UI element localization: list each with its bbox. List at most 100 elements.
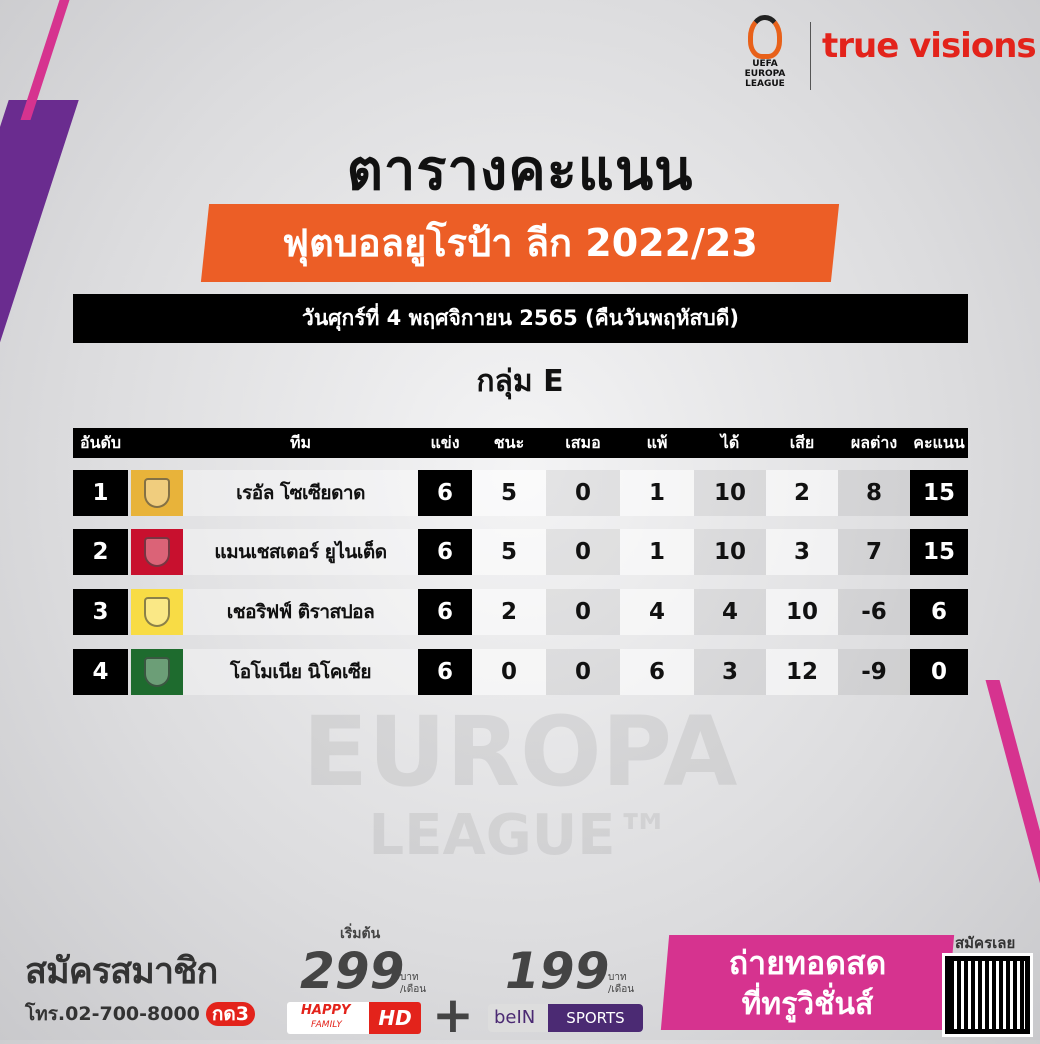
trophy-icon: [748, 15, 782, 59]
europa-league-logo: UEFA EUROPA LEAGUE: [735, 15, 795, 97]
cell-gd: -6: [838, 589, 910, 635]
cell-pts: 15: [910, 470, 968, 516]
crest-shield-icon: [144, 478, 170, 508]
cell-rank: 3: [73, 589, 128, 635]
cell-team: เรอัล โซเซียดาด: [236, 482, 365, 504]
cell-gf: 10: [694, 470, 766, 516]
cell-played: 6: [418, 529, 472, 575]
cell-drawn: 0: [546, 649, 620, 695]
cell-played: 6: [418, 649, 472, 695]
cell-gf: 10: [694, 529, 766, 575]
cell-pts: 0: [910, 649, 968, 695]
cell-won: 2: [472, 589, 546, 635]
cell-drawn: 0: [546, 529, 620, 575]
match-date: วันศุกร์ที่ 4 พฤศจิกายน 2565 (คืนวันพฤหั…: [73, 294, 968, 343]
cell-ga: 10: [766, 589, 838, 635]
team-crest-icon: [131, 529, 183, 575]
qr-code-icon[interactable]: [942, 953, 1033, 1037]
team-crest-icon: [131, 649, 183, 695]
starting-label: เริ่มต้น: [340, 926, 381, 942]
press-badge: กด3: [205, 1002, 255, 1026]
happy-family-hd-logo: HAPPY FAMILY HD: [287, 1002, 421, 1034]
bein-sports-logo: beIN SPORTS: [488, 1004, 643, 1032]
col-pts: คะแนน: [913, 433, 965, 452]
phone-text: โทร.02-700-8000: [25, 1003, 200, 1025]
group-title: กลุ่ม E: [476, 364, 564, 399]
col-rank: อันดับ: [79, 433, 122, 452]
team-cell-bg: [183, 529, 418, 575]
col-gf: ได้: [720, 433, 740, 452]
cell-ga: 3: [766, 529, 838, 575]
cell-team: เชอริฟฟ์ ติราสปอล: [226, 601, 375, 623]
plus-sign: +: [432, 986, 474, 1044]
table-header: อันดับ ทีม แข่ง ชนะ เสมอ แพ้ ได้ เสีย ผล…: [73, 428, 968, 458]
cell-team: แมนเชสเตอร์ ยูไนเต็ด: [214, 541, 387, 563]
cell-gf: 3: [694, 649, 766, 695]
cell-ga: 2: [766, 470, 838, 516]
happy-text: HAPPY: [301, 1003, 351, 1018]
price-unit-2: บาท/เดือน: [608, 972, 634, 996]
page-title: ตารางคะแนน: [346, 138, 694, 203]
cell-gd: 7: [838, 529, 910, 575]
watermark-league: LEAGUE™: [368, 803, 672, 868]
cell-drawn: 0: [546, 470, 620, 516]
cell-won: 0: [472, 649, 546, 695]
cell-pts: 6: [910, 589, 968, 635]
qr-label: สมัครเลย: [955, 934, 1016, 952]
col-ga: เสีย: [789, 433, 815, 452]
phone-number: โทร.02-700-8000 กด3: [25, 1002, 255, 1026]
price-happy: 299: [300, 942, 405, 1000]
col-team: ทีม: [289, 433, 312, 452]
cell-won: 5: [472, 529, 546, 575]
unit-baht: บาท: [608, 972, 627, 983]
cell-pts: 15: [910, 529, 968, 575]
cell-gd: -9: [838, 649, 910, 695]
logo-divider: [810, 22, 811, 90]
col-won: ชนะ: [493, 433, 525, 452]
cell-ga: 12: [766, 649, 838, 695]
live-text-2: ที่ทรูวิชั่นส์: [741, 987, 874, 1022]
unit-month: /เดือน: [608, 984, 635, 995]
unit-month: /เดือน: [400, 984, 427, 995]
signup-text: สมัครสมาชิก: [25, 951, 218, 992]
truevisions-logo: true visions: [822, 26, 1037, 66]
cell-rank: 1: [73, 470, 128, 516]
crest-shield-icon: [144, 597, 170, 627]
col-gd: ผลต่าง: [850, 433, 898, 452]
cell-lost: 6: [620, 649, 694, 695]
cell-lost: 1: [620, 529, 694, 575]
crest-shield-icon: [144, 537, 170, 567]
cell-won: 5: [472, 470, 546, 516]
price-unit-1: บาท/เดือน: [400, 972, 426, 996]
cell-team: โอโมเนีย นิโคเซีย: [229, 661, 372, 683]
bein-text: beIN: [494, 1007, 536, 1028]
hd-text: HD: [369, 1002, 421, 1034]
team-cell-bg: [183, 589, 418, 635]
cell-gd: 8: [838, 470, 910, 516]
cell-drawn: 0: [546, 589, 620, 635]
team-cell-bg: [183, 470, 418, 516]
cell-gf: 4: [694, 589, 766, 635]
col-lost: แพ้: [646, 433, 668, 452]
cell-lost: 4: [620, 589, 694, 635]
team-crest-icon: [131, 470, 183, 516]
crest-shield-icon: [144, 657, 170, 687]
live-text-1: ถ่ายทอดสด: [728, 944, 887, 982]
table-row: 3 เชอริฟฟ์ ติราสปอล 6 2 0 4 4 10 -6 6: [73, 589, 968, 635]
subtitle: ฟุตบอลยูโรป้า ลีก 2022/23: [282, 221, 758, 265]
cell-played: 6: [418, 589, 472, 635]
table-row: 4 โอโมเนีย นิโคเซีย 6 0 0 6 3 12 -9 0: [73, 649, 968, 695]
league-logo-text: UEFA EUROPA LEAGUE: [744, 59, 786, 89]
table-row: 1 เรอัล โซเซียดาด 6 5 0 1 10 2 8 15: [73, 470, 968, 516]
cell-lost: 1: [620, 470, 694, 516]
table-row: 2 แมนเชสเตอร์ ยูไนเต็ด 6 5 0 1 10 3 7 15: [73, 529, 968, 575]
sports-text: SPORTS: [548, 1004, 643, 1032]
unit-baht: บาท: [400, 972, 419, 983]
watermark-europa: EUROPA: [302, 696, 738, 808]
team-crest-icon: [131, 589, 183, 635]
price-bein: 199: [505, 942, 610, 1000]
col-drawn: เสมอ: [565, 433, 601, 452]
cell-rank: 4: [73, 649, 128, 695]
team-cell-bg: [183, 649, 418, 695]
cell-played: 6: [418, 470, 472, 516]
